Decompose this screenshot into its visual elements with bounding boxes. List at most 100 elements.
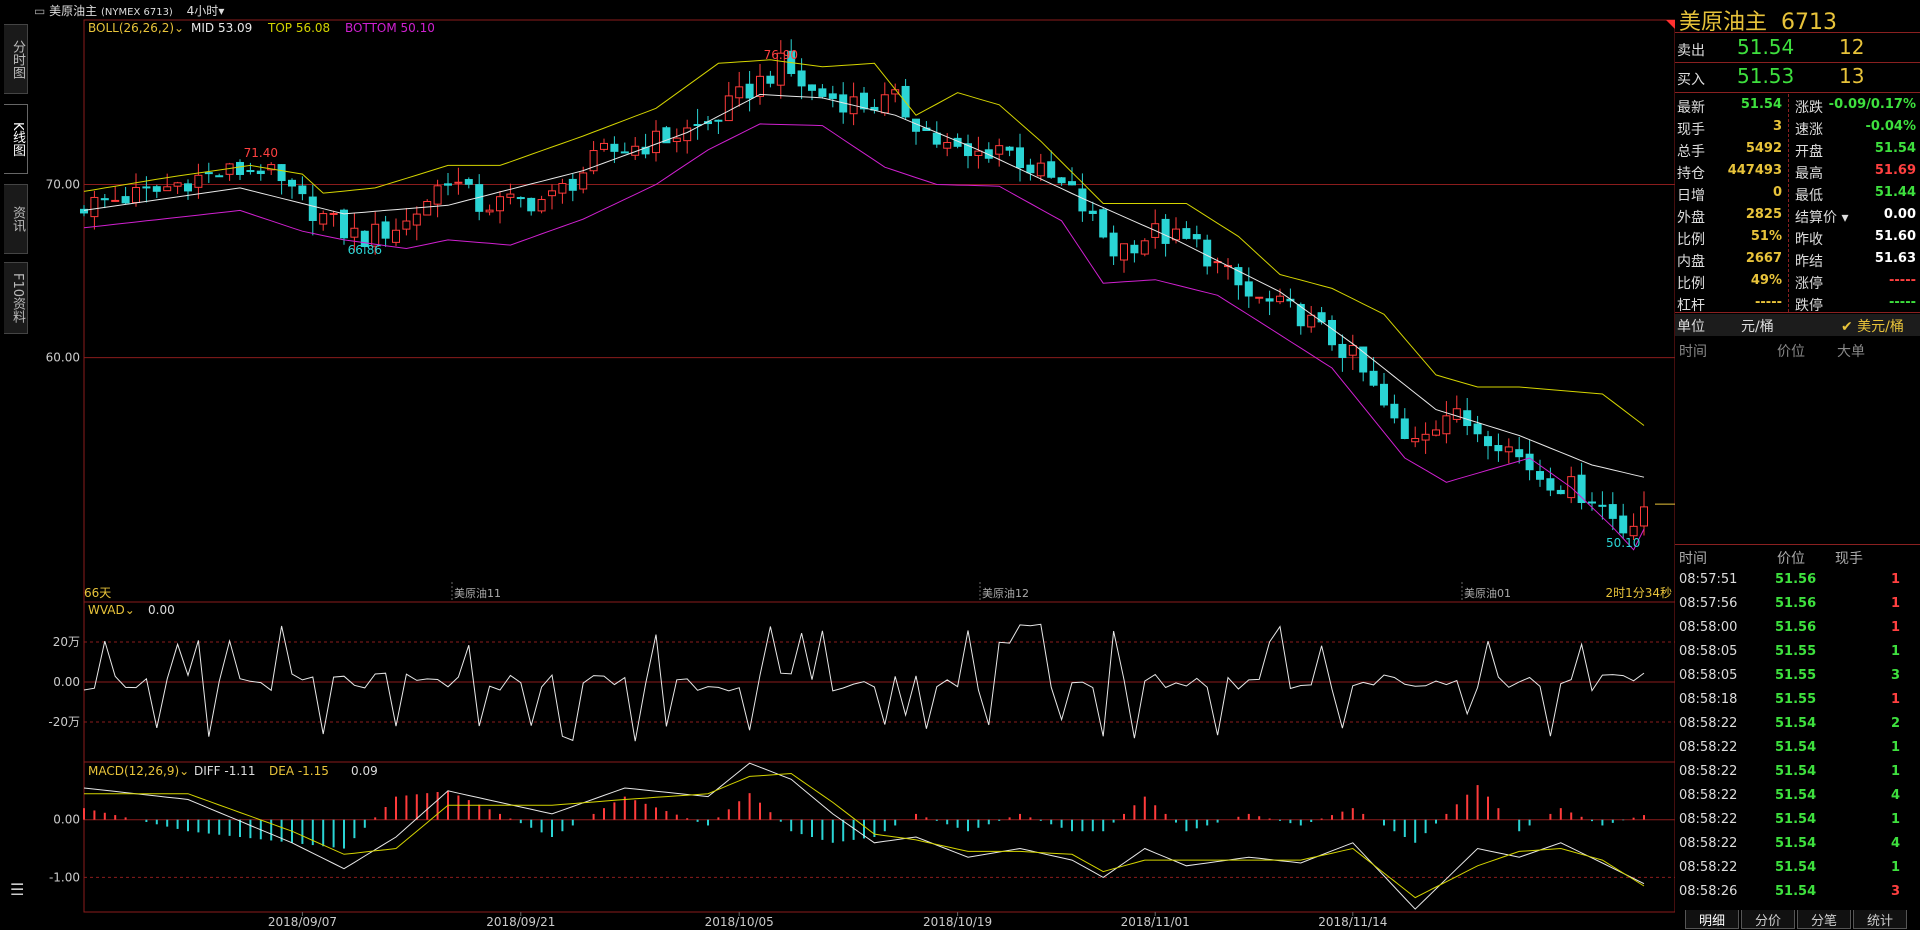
quote-value: 2825 [1745, 207, 1782, 222]
quote-value: 3 [1772, 119, 1782, 134]
trade-volume: 4 [1890, 788, 1900, 803]
candle-body [1307, 314, 1316, 328]
quote-label: 总手 [1677, 144, 1705, 160]
period-select[interactable]: 4小时▾ [186, 4, 225, 18]
trade-volume: 4 [1890, 836, 1900, 851]
candle-body [1577, 474, 1586, 504]
x-tick-label: 2018/10/05 [705, 915, 774, 929]
candle-body [745, 83, 754, 99]
kline-chart[interactable]: 70.00 60.00 美原油11 美原油12 美原油01 2018/09/07 2018/… [0, 0, 1675, 930]
menu-icon[interactable]: ▭ [34, 4, 46, 18]
quote-row: 持仓 447493 最高 51.69 [1675, 160, 1920, 182]
trade-price: 51.54 [1775, 812, 1817, 827]
unit-usd-toggle[interactable]: ✔ 美元/桶 [1841, 319, 1904, 335]
trade-price: 51.54 [1775, 788, 1817, 803]
wvad-legend-label: WVAD⌄ [88, 603, 135, 617]
trade-volume: 1 [1890, 860, 1900, 875]
bottom-tabs: 明细 分价 分笔 统计 [1675, 910, 1920, 930]
trade-time: 08:57:51 [1679, 572, 1738, 587]
candle-body [1619, 515, 1628, 534]
candle-body [1588, 501, 1596, 504]
candle-body [1629, 525, 1638, 537]
quote-value: -0.04% [1865, 119, 1917, 134]
quote-row: 外盘 2825 结算价 ▾ 0.00 [1675, 204, 1920, 226]
unit-cny-toggle[interactable]: 元/桶 [1741, 319, 1774, 335]
trade-row: 08:58:05 51.55 3 [1675, 664, 1920, 688]
tab-stats[interactable]: 统计 [1853, 910, 1907, 929]
candle-body [194, 174, 203, 188]
candle-body [412, 213, 421, 226]
tab-price-dist[interactable]: 分价 [1741, 910, 1795, 929]
quote-label: 昨结 [1795, 254, 1823, 270]
candle-body [1504, 446, 1513, 453]
trade-row: 08:58:22 51.54 1 [1675, 736, 1920, 760]
quote-row: 最新 51.54 涨跌 -0.09/0.17% [1675, 94, 1920, 116]
candle-body [984, 149, 993, 159]
buy-row[interactable]: 买入 51.53 13 [1677, 64, 1865, 88]
candle-body [1328, 319, 1336, 346]
candle-body [579, 172, 588, 190]
trade-price: 51.55 [1775, 644, 1817, 659]
trade-price: 51.54 [1775, 740, 1817, 755]
trade-volume: 1 [1890, 644, 1900, 659]
candle-body [1078, 188, 1087, 212]
boll-mid-line [83, 93, 1645, 478]
days-label: 66天 [84, 586, 111, 600]
candle-body [1130, 244, 1139, 254]
symbol-code: (NYMEX 6713) [101, 7, 173, 18]
candle-body [1099, 209, 1108, 238]
candle-body [964, 143, 972, 157]
quote-label: 结算价 ▾ [1795, 210, 1849, 226]
x-tick-label: 2018/09/07 [268, 915, 337, 929]
candle-body [1047, 161, 1056, 178]
quote-panel: 美原油主 6713 卖出 51.54 12 买入 51.53 13 最新 51.5… [1675, 0, 1920, 930]
candle-body [1109, 232, 1118, 257]
trade-time: 08:58:00 [1679, 620, 1738, 635]
x-tick-label: 2018/11/01 [1121, 915, 1190, 929]
quote-value: 0.00 [1883, 207, 1916, 222]
tab-kline[interactable]: K线图 [4, 104, 28, 174]
sell-row[interactable]: 卖出 51.54 12 [1677, 35, 1865, 59]
candle-body [392, 229, 400, 243]
trade-volume: 2 [1890, 716, 1900, 731]
list-menu-icon[interactable]: ☰ [10, 880, 25, 899]
candle-body [433, 185, 442, 205]
trade-price: 51.56 [1775, 596, 1817, 611]
candle-body [1598, 504, 1607, 507]
tab-detail[interactable]: 明细 [1685, 910, 1739, 929]
candle-body [652, 130, 660, 154]
candle-body [1484, 436, 1492, 447]
candle-body [152, 186, 161, 192]
candle-body [100, 198, 109, 201]
candle-body [1255, 296, 1264, 299]
candle-body [215, 175, 224, 178]
symbol-label[interactable]: 美原油主 [49, 4, 98, 18]
candle-body [1369, 370, 1378, 386]
quote-value: 51.54 [1740, 97, 1782, 112]
quote-label: 比例 [1677, 276, 1705, 292]
candle-body [1348, 345, 1357, 356]
tab-tick[interactable]: 分笔 [1797, 910, 1851, 929]
candle-body [1473, 423, 1482, 435]
boll-bottom-line [83, 123, 1645, 551]
macd-legend-label: MACD(12,26,9)⌄ [88, 764, 189, 778]
candle-body [1172, 228, 1180, 241]
x-tick-label: 2018/10/19 [923, 915, 992, 929]
price-tick-label: 70.00 [46, 177, 80, 191]
trade-volume: 1 [1890, 740, 1900, 755]
tab-time-share[interactable]: 分时图 [4, 24, 28, 94]
tab-news[interactable]: 资讯 [4, 184, 28, 254]
candle-body [828, 93, 837, 99]
tab-f10[interactable]: F10资料 [4, 262, 28, 334]
candle-body [1546, 478, 1555, 491]
candle-body [1068, 181, 1076, 186]
candle-body [1140, 240, 1149, 255]
trade-price: 51.54 [1775, 716, 1817, 731]
candle-body [589, 150, 598, 172]
candle-body [340, 209, 348, 239]
trade-volume: 1 [1890, 572, 1900, 587]
price-pane [83, 19, 1675, 603]
candle-body [1432, 429, 1440, 436]
candle-body [558, 183, 567, 194]
quote-label: 速涨 [1795, 122, 1823, 138]
